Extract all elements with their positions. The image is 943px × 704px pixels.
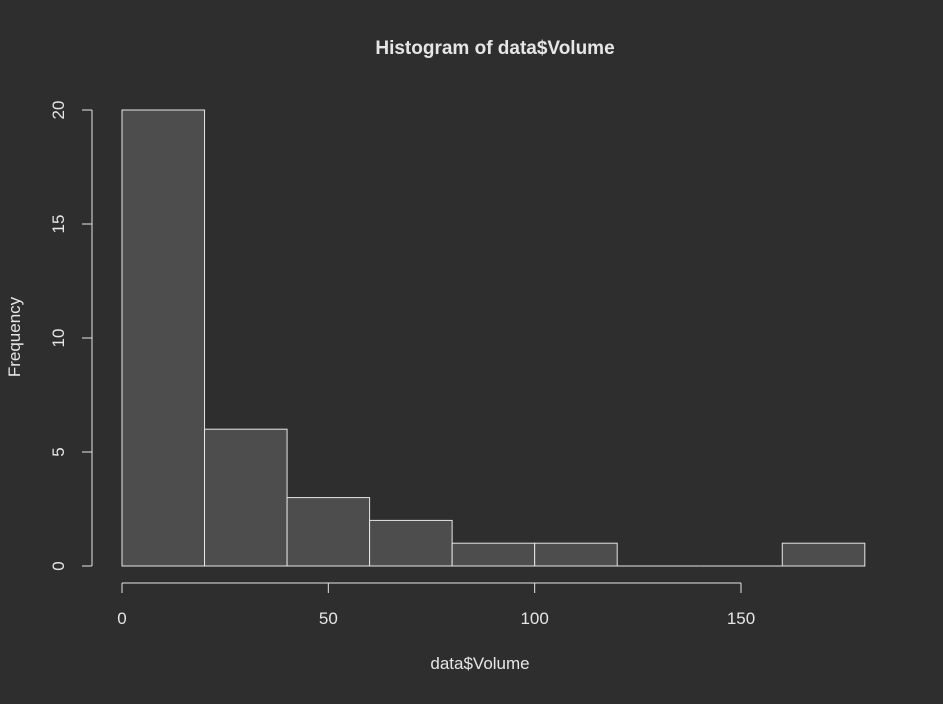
y-tick-label: 15 [49, 215, 68, 234]
y-axis: 0 5 10 15 20 [49, 101, 93, 571]
x-tick-label: 50 [319, 609, 338, 628]
y-tick-label: 10 [49, 329, 68, 348]
histogram-bar [451, 542, 536, 567]
histogram-bar [204, 428, 288, 567]
histogram-bar [369, 519, 453, 567]
x-tick-label: 150 [727, 609, 755, 628]
y-tick-label: 20 [49, 101, 68, 120]
x-tick-label: 100 [520, 609, 548, 628]
histogram-bar [286, 497, 371, 567]
x-axis: 0 50 100 150 [117, 582, 755, 628]
chart-title: Histogram of data$Volume [375, 38, 614, 59]
x-tick-label: 0 [117, 609, 126, 628]
histogram-bar [121, 109, 206, 567]
histogram-bars [121, 109, 866, 567]
y-tick-label: 0 [49, 561, 68, 570]
y-axis-label: Frequency [5, 296, 24, 377]
x-axis-label: data$Volume [430, 654, 529, 673]
histogram-bar [781, 542, 866, 567]
histogram-bar [534, 542, 618, 567]
y-tick-label: 5 [49, 447, 68, 456]
